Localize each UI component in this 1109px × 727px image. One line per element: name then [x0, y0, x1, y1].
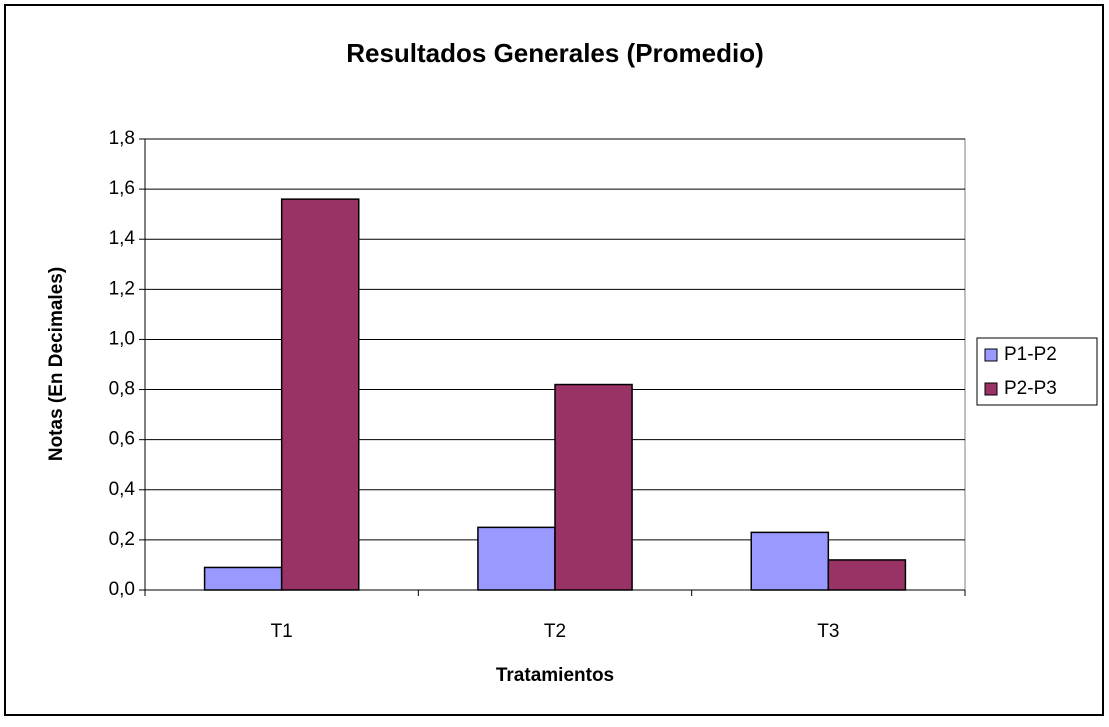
x-tick-label: T2	[544, 621, 566, 642]
legend-label: P1-P2	[1004, 344, 1057, 365]
y-tick-label: 1,8	[109, 128, 135, 149]
legend-swatch	[984, 348, 998, 362]
y-tick-label: 0,8	[109, 379, 135, 400]
y-tick-label: 1,4	[109, 228, 136, 249]
y-tick-label: 1,2	[109, 278, 135, 299]
chart-title: Resultados Generales (Promedio)	[346, 38, 764, 68]
bar	[203, 566, 283, 591]
y-tick-label: 1,6	[109, 178, 135, 199]
bar	[750, 531, 830, 591]
y-tick-label: 0,2	[109, 529, 135, 550]
y-tick-label: 1,0	[109, 328, 135, 349]
x-tick-label: T3	[817, 621, 839, 642]
bar	[827, 559, 907, 591]
y-tick-label: 0,0	[109, 579, 135, 600]
bar	[477, 526, 556, 591]
y-axis-label: Notas (En Decimales)	[46, 267, 67, 461]
x-axis-label: Tratamientos	[496, 665, 614, 686]
x-tick-label: T1	[271, 621, 293, 642]
legend-swatch	[984, 382, 998, 396]
bar	[280, 198, 360, 591]
y-tick-label: 0,4	[109, 479, 136, 500]
y-tick-label: 0,6	[109, 429, 135, 450]
legend-label: P2-P3	[1004, 378, 1057, 399]
bar	[554, 383, 633, 591]
